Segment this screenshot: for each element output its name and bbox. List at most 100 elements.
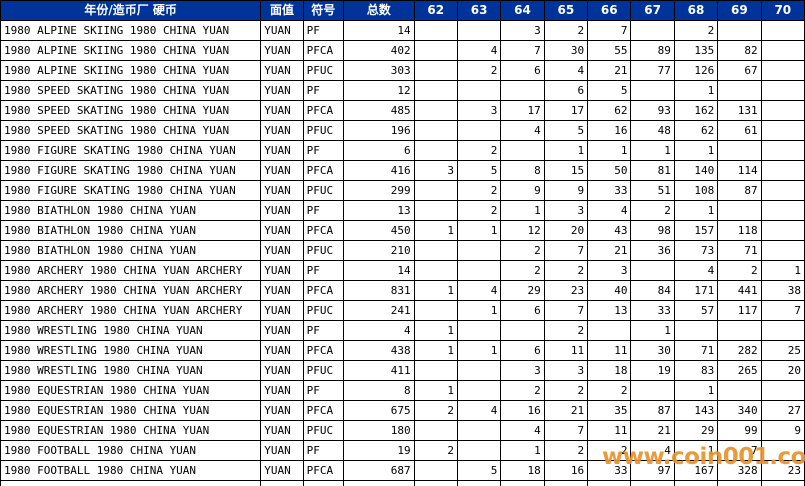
cell-grade-64: 1	[500, 480, 545, 486]
cell-symbol: PFCA	[302, 160, 344, 181]
column-header-grade-64[interactable]: 64	[500, 0, 545, 21]
column-header-grade-66[interactable]: 66	[587, 0, 632, 21]
table-row[interactable]: 1980 FOOTBALL 1980 CHINA YUANYUANPFUC136…	[0, 480, 805, 486]
table-row[interactable]: 1980 SPEED SKATING 1980 CHINA YUAN YUAN PF…	[0, 100, 805, 121]
cell-symbol: PF	[302, 20, 344, 41]
table-row[interactable]: 1980 FIGURE SKATING 1980 CHINA YUAN YUAN P…	[0, 180, 805, 201]
cell-grade-64: 6	[500, 300, 545, 321]
cell-grade-65: 2	[543, 260, 589, 281]
table-row[interactable]: 1980 EQUESTRIAN 1980 CHINA YUAN YUAN PFUC 1…	[0, 420, 805, 441]
cell-total: 13	[342, 200, 415, 221]
table-row[interactable]: 1980 FOOTBALL 1980 CHINA YUAN YUAN PF 19 2 1 2…	[0, 440, 805, 461]
cell-denomination: YUAN	[260, 240, 304, 261]
cell-coin-description: 1980 WRESTLING 1980 CHINA YUAN	[0, 360, 262, 381]
cell-grade-70	[760, 160, 805, 181]
table-row[interactable]: 1980 FOOTBALL 1980 CHINA YUAN YUAN PFCA 687…	[0, 460, 805, 481]
cell-total: 241	[342, 300, 415, 321]
cell-grade-62	[413, 420, 458, 441]
table-row[interactable]: 1980 EQUESTRIAN 1980 CHINA YUAN YUAN PF 8 1 2…	[0, 380, 805, 401]
cell-symbol: PF	[302, 260, 344, 281]
cell-grade-64: 6	[500, 60, 545, 81]
column-header-grade-65[interactable]: 65	[543, 0, 589, 21]
cell-grade-67: 36	[630, 240, 675, 261]
cell-grade-67: 93	[630, 100, 675, 121]
cell-grade-68: 1	[673, 200, 719, 221]
cell-grade-65: 11	[543, 340, 589, 361]
table-body: 1980 ALPINE SKIING 1980 CHINA YUAN YUAN PF…	[0, 20, 805, 486]
table-row[interactable]: 1980 ALPINE SKIING 1980 CHINA YUAN YUAN PF…	[0, 20, 805, 41]
column-header-denomination[interactable]: 面值	[260, 0, 304, 21]
table-row[interactable]: 1980 SPEED SKATING 1980 CHINA YUAN YUAN PF…	[0, 80, 805, 101]
column-header-grade-69[interactable]: 69	[717, 0, 762, 21]
cell-grade-63	[456, 360, 502, 381]
cell-grade-68: 135	[673, 40, 719, 61]
table-row[interactable]: 1980 SPEED SKATING 1980 CHINA YUAN YUAN PF…	[0, 120, 805, 141]
cell-grade-68: 157	[673, 220, 719, 241]
cell-grade-64: 8	[500, 160, 545, 181]
table-row[interactable]: 1980 ARCHERY 1980 CHINA YUAN ARCHERY YUAN…	[0, 300, 805, 321]
column-header-grade-62[interactable]: 62	[413, 0, 458, 21]
cell-denomination: YUAN	[260, 480, 304, 486]
cell-total: 210	[342, 240, 415, 261]
column-header-grade-70[interactable]: 70	[760, 0, 805, 21]
table-row[interactable]: 1980 EQUESTRIAN 1980 CHINA YUAN YUAN PFCA 6…	[0, 400, 805, 421]
cell-grade-65: 15	[543, 160, 589, 181]
cell-grade-70: 25	[760, 340, 805, 361]
cell-total: 14	[342, 20, 415, 41]
table-row[interactable]: 1980 FIGURE SKATING 1980 CHINA YUAN YUAN P…	[0, 160, 805, 181]
cell-grade-68: 57	[673, 300, 719, 321]
table-row[interactable]: 1980 ARCHERY 1980 CHINA YUAN ARCHERY YUAN…	[0, 260, 805, 281]
cell-grade-62	[413, 180, 458, 201]
cell-total: 450	[342, 220, 415, 241]
cell-grade-66: 1	[587, 140, 632, 161]
cell-grade-70: 23	[760, 460, 805, 481]
table-row[interactable]: 1980 ALPINE SKIING 1980 CHINA YUAN YUAN PF…	[0, 40, 805, 61]
cell-grade-69: 82	[717, 40, 762, 61]
table-row[interactable]: 1980 BIATHLON 1980 CHINA YUAN YUAN PFCA 450…	[0, 220, 805, 241]
table-row[interactable]: 1980 WRESTLING 1980 CHINA YUAN YUAN PFUC 41…	[0, 360, 805, 381]
cell-denomination: YUAN	[260, 60, 304, 81]
cell-grade-65: 4	[543, 60, 589, 81]
cell-grade-66: 11	[587, 420, 632, 441]
cell-grade-67	[630, 260, 675, 281]
cell-symbol: PFCA	[302, 220, 344, 241]
column-header-coin[interactable]: 年份/造币厂 硬币	[0, 0, 262, 21]
cell-coin-description: 1980 BIATHLON 1980 CHINA YUAN	[0, 220, 262, 241]
cell-coin-description: 1980 BIATHLON 1980 CHINA YUAN	[0, 200, 262, 221]
cell-grade-63: 2	[456, 200, 502, 221]
cell-denomination: YUAN	[260, 40, 304, 61]
column-header-grade-68[interactable]: 68	[673, 0, 719, 21]
cell-grade-67	[630, 80, 675, 101]
cell-grade-70: 38	[760, 280, 805, 301]
column-header-symbol[interactable]: 符号	[302, 0, 344, 21]
cell-grade-69: 87	[717, 180, 762, 201]
table-row[interactable]: 1980 ALPINE SKIING 1980 CHINA YUAN YUAN PF…	[0, 60, 805, 81]
table-row[interactable]: 1980 FIGURE SKATING 1980 CHINA YUAN YUAN P…	[0, 140, 805, 161]
table-row[interactable]: 1980 BIATHLON 1980 CHINA YUAN YUAN PFUC 210…	[0, 240, 805, 261]
cell-grade-70	[760, 320, 805, 341]
cell-coin-description: 1980 WRESTLING 1980 CHINA YUAN	[0, 320, 262, 341]
cell-total: 687	[342, 460, 415, 481]
cell-grade-67: 77	[630, 60, 675, 81]
table-row[interactable]: 1980 WRESTLING 1980 CHINA YUAN YUAN PF 4 1 2 1	[0, 320, 805, 341]
cell-denomination: YUAN	[260, 20, 304, 41]
table-row[interactable]: 1980 WRESTLING 1980 CHINA YUAN YUAN PFCA 43…	[0, 340, 805, 361]
cell-coin-description: 1980 EQUESTRIAN 1980 CHINA YUAN	[0, 400, 262, 421]
table-row[interactable]: 1980 ARCHERY 1980 CHINA YUAN ARCHERY YUAN…	[0, 280, 805, 301]
cell-denomination: YUAN	[260, 460, 304, 481]
cell-grade-69: 61	[717, 120, 762, 141]
cell-grade-64: 16	[500, 400, 545, 421]
column-header-grade-67[interactable]: 67	[630, 0, 675, 21]
cell-grade-65: 2	[543, 320, 589, 341]
cell-grade-62: 3	[413, 160, 458, 181]
column-header-grade-63[interactable]: 63	[456, 0, 502, 21]
cell-grade-63: 1	[456, 300, 502, 321]
column-header-total[interactable]: 总数	[342, 0, 415, 21]
cell-grade-70	[760, 120, 805, 141]
table-row[interactable]: 1980 BIATHLON 1980 CHINA YUAN YUAN PF 13 2 1 3…	[0, 200, 805, 221]
cell-grade-65: 1	[543, 140, 589, 161]
cell-grade-62	[413, 480, 458, 486]
cell-denomination: YUAN	[260, 340, 304, 361]
cell-grade-64: 1	[500, 440, 545, 461]
